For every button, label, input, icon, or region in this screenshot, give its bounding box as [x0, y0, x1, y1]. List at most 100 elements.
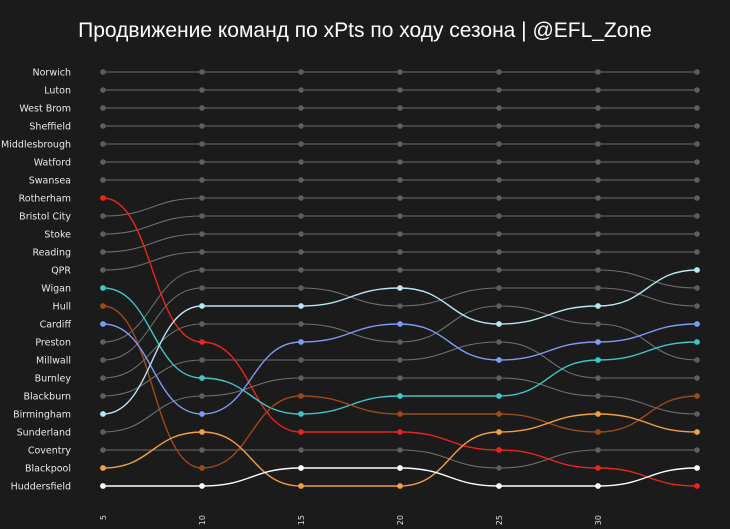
series-point-birmingham	[496, 321, 502, 327]
other-team-dot	[595, 69, 601, 75]
series-point-hull	[694, 393, 700, 399]
other-team-dot	[694, 159, 700, 165]
other-team-dot	[496, 87, 502, 93]
other-team-dot	[595, 321, 601, 327]
series-point-huddersfield	[298, 465, 304, 471]
rank-label: Wigan	[41, 284, 71, 295]
other-team-dot	[100, 159, 106, 165]
x-tick-label: 15	[297, 515, 306, 525]
series-point-rotherham	[496, 447, 502, 453]
other-team-dot	[694, 375, 700, 381]
other-team-dot	[397, 213, 403, 219]
other-team-dot	[496, 375, 502, 381]
rank-label: West Brom	[19, 104, 71, 115]
other-team-dot	[595, 123, 601, 129]
other-team-dot	[595, 447, 601, 453]
other-team-line-segment	[498, 341, 599, 379]
other-team-dot	[496, 177, 502, 183]
other-team-dot	[298, 69, 304, 75]
other-team-dot	[199, 357, 205, 363]
other-team-dot	[694, 69, 700, 75]
other-team-dot	[100, 69, 106, 75]
other-team-lines	[102, 71, 698, 469]
other-team-dot	[199, 87, 205, 93]
series-point-blackpool	[100, 465, 106, 471]
x-tick-label: 10	[198, 515, 207, 525]
other-team-dot	[298, 141, 304, 147]
other-team-dot	[199, 159, 205, 165]
rank-label: Norwich	[33, 68, 71, 79]
series-point-wigan	[199, 375, 205, 381]
series-point-cardiff	[397, 321, 403, 327]
other-team-dot	[397, 249, 403, 255]
other-team-dot	[199, 213, 205, 219]
other-team-dot	[100, 123, 106, 129]
other-team-dot	[694, 213, 700, 219]
other-team-line-segment	[399, 287, 500, 307]
other-team-dot	[298, 375, 304, 381]
other-team-dot	[100, 339, 106, 345]
rank-label: QPR	[51, 266, 71, 277]
other-team-dot	[298, 105, 304, 111]
other-team-dot	[199, 321, 205, 327]
rank-label: Huddersfield	[11, 482, 71, 493]
other-team-line-segment	[102, 395, 203, 433]
other-team-dot	[199, 195, 205, 201]
other-team-dot	[694, 123, 700, 129]
other-team-dot	[595, 285, 601, 291]
other-team-dot	[199, 267, 205, 273]
series-point-rotherham	[397, 429, 403, 435]
rank-label: Birmingham	[13, 410, 71, 421]
other-team-dot	[595, 105, 601, 111]
series-point-huddersfield	[496, 483, 502, 489]
other-team-dot	[496, 267, 502, 273]
other-team-dot	[694, 447, 700, 453]
series-point-blackpool	[496, 429, 502, 435]
other-team-dot	[397, 69, 403, 75]
other-team-dot	[496, 231, 502, 237]
other-team-dot	[595, 195, 601, 201]
other-team-dot	[199, 69, 205, 75]
other-team-dot	[496, 69, 502, 75]
rank-label: Watford	[34, 158, 71, 169]
other-team-dot	[694, 87, 700, 93]
series-point-blackpool	[595, 411, 601, 417]
other-team-dot	[298, 285, 304, 291]
series-point-wigan	[496, 393, 502, 399]
other-team-dot	[694, 357, 700, 363]
other-team-dot	[100, 141, 106, 147]
other-team-line-segment	[102, 197, 203, 217]
other-team-line-segment	[102, 251, 203, 271]
other-team-dot	[595, 87, 601, 93]
other-team-dot	[694, 177, 700, 183]
other-team-dot	[397, 375, 403, 381]
other-team-dot	[199, 393, 205, 399]
other-team-dot	[199, 231, 205, 237]
series-point-hull	[397, 411, 403, 417]
rank-label: Swansea	[29, 176, 71, 187]
other-team-dot	[595, 393, 601, 399]
series-point-hull	[100, 303, 106, 309]
other-team-line-segment	[102, 215, 203, 235]
x-axis-ticks: 5 10 15 20 25 30	[99, 515, 603, 525]
x-tick-label: 5	[99, 515, 108, 520]
rank-label: Preston	[35, 338, 71, 349]
series-point-huddersfield	[595, 483, 601, 489]
other-team-dot	[298, 213, 304, 219]
series-point-birmingham	[595, 303, 601, 309]
other-team-line-segment	[102, 323, 203, 379]
other-team-dot	[496, 213, 502, 219]
series-point-blackpool	[298, 483, 304, 489]
other-team-dot	[298, 357, 304, 363]
other-team-dot	[397, 123, 403, 129]
other-team-dot	[199, 249, 205, 255]
other-team-dot	[199, 123, 205, 129]
series-point-rotherham	[694, 483, 700, 489]
other-team-dot	[100, 393, 106, 399]
other-team-dot	[397, 339, 403, 345]
other-team-dot	[298, 87, 304, 93]
series-point-hull	[298, 393, 304, 399]
series-point-rotherham	[100, 195, 106, 201]
other-team-dot	[496, 465, 502, 471]
